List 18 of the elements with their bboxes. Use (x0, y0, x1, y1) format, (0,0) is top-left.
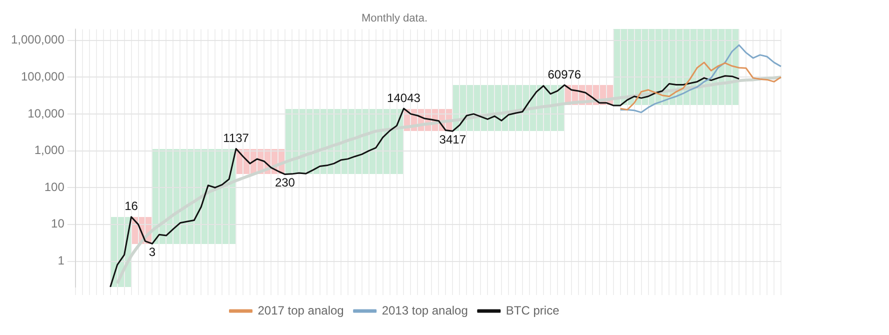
y-tick-label: 10 (51, 216, 65, 231)
data-label: 60976 (548, 67, 582, 82)
y-tick-label: 10,000 (28, 106, 65, 120)
y-tick-label: 1,000 (34, 143, 65, 158)
legend-label: 2013 top analog (382, 303, 468, 318)
data-label: 16 (124, 199, 138, 214)
legend-label: 2017 top analog (258, 303, 344, 318)
y-tick-label: 1 (58, 254, 65, 268)
chart-subtitle: Monthly data. (361, 12, 428, 25)
data-label: 230 (274, 176, 296, 190)
y-tick-label: 100 (44, 180, 65, 194)
data-label: 3 (148, 245, 156, 259)
y-tick-label: 1,000,000 (10, 32, 65, 47)
data-label: 14043 (387, 90, 421, 105)
data-label: 1137 (223, 131, 250, 146)
legend-label: BTC price (506, 303, 560, 318)
y-tick-label: 100,000 (20, 69, 65, 84)
data-label: 3417 (439, 132, 466, 146)
